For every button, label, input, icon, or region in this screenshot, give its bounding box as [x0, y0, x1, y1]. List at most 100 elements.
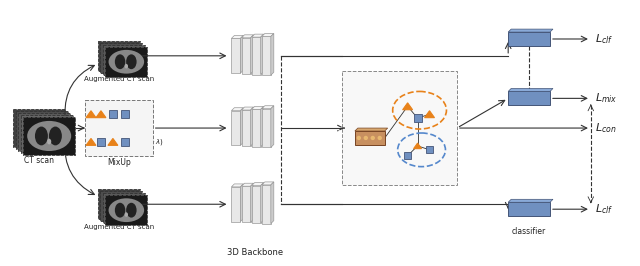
Circle shape [378, 136, 381, 139]
FancyBboxPatch shape [355, 131, 385, 145]
FancyBboxPatch shape [426, 146, 433, 153]
Polygon shape [241, 35, 253, 38]
FancyBboxPatch shape [106, 47, 147, 77]
FancyBboxPatch shape [21, 115, 72, 153]
FancyBboxPatch shape [103, 193, 145, 223]
Text: $\ast(1-\lambda)$: $\ast(1-\lambda)$ [134, 137, 164, 147]
FancyBboxPatch shape [241, 186, 250, 222]
FancyBboxPatch shape [252, 186, 260, 223]
FancyBboxPatch shape [85, 100, 153, 156]
FancyBboxPatch shape [106, 195, 147, 225]
FancyBboxPatch shape [252, 109, 260, 147]
Polygon shape [250, 107, 253, 146]
Polygon shape [241, 108, 243, 146]
FancyBboxPatch shape [98, 41, 140, 71]
FancyBboxPatch shape [106, 195, 147, 225]
Text: Augmented CT scan: Augmented CT scan [84, 76, 154, 82]
Polygon shape [96, 111, 106, 118]
FancyBboxPatch shape [262, 36, 271, 75]
Polygon shape [86, 138, 96, 146]
Polygon shape [108, 138, 118, 146]
Polygon shape [232, 108, 243, 111]
Text: $\ast\lambda$: $\ast\lambda$ [134, 109, 147, 120]
Ellipse shape [109, 198, 144, 222]
Polygon shape [260, 106, 264, 147]
FancyBboxPatch shape [23, 117, 75, 155]
FancyBboxPatch shape [100, 191, 142, 221]
Polygon shape [241, 107, 253, 110]
FancyBboxPatch shape [404, 152, 411, 159]
Text: $L_{clf}$: $L_{clf}$ [595, 202, 613, 216]
Ellipse shape [125, 213, 128, 217]
FancyBboxPatch shape [19, 113, 70, 151]
FancyBboxPatch shape [342, 71, 457, 185]
Text: $L_{con}$: $L_{con}$ [595, 121, 616, 135]
Ellipse shape [115, 203, 125, 218]
Polygon shape [252, 34, 264, 37]
FancyBboxPatch shape [121, 138, 129, 146]
Ellipse shape [49, 127, 62, 146]
FancyBboxPatch shape [413, 114, 422, 122]
FancyBboxPatch shape [252, 37, 260, 74]
Ellipse shape [35, 127, 48, 146]
Polygon shape [355, 128, 388, 131]
Polygon shape [508, 29, 553, 32]
Circle shape [371, 136, 374, 139]
Text: projector: projector [354, 148, 385, 154]
Polygon shape [86, 111, 96, 118]
Text: MixUp: MixUp [107, 158, 131, 167]
Text: CRL: CRL [346, 174, 360, 183]
Ellipse shape [115, 54, 125, 69]
Text: CT scan: CT scan [24, 156, 54, 165]
Text: $L_{clf}$: $L_{clf}$ [595, 32, 613, 46]
Polygon shape [232, 184, 243, 187]
Ellipse shape [126, 203, 136, 218]
Polygon shape [413, 143, 422, 149]
Text: classifier: classifier [512, 227, 546, 236]
Polygon shape [241, 184, 243, 222]
FancyBboxPatch shape [232, 111, 241, 146]
Circle shape [357, 136, 360, 139]
FancyBboxPatch shape [508, 32, 550, 46]
Polygon shape [508, 89, 553, 92]
FancyBboxPatch shape [98, 189, 140, 219]
Polygon shape [232, 35, 243, 39]
Ellipse shape [126, 54, 136, 69]
Text: 3D Backbone: 3D Backbone [227, 248, 284, 257]
Polygon shape [271, 182, 274, 224]
FancyBboxPatch shape [508, 92, 550, 105]
FancyBboxPatch shape [23, 117, 75, 155]
Polygon shape [262, 106, 274, 109]
Polygon shape [262, 182, 274, 185]
Ellipse shape [27, 121, 71, 151]
Ellipse shape [47, 139, 51, 144]
FancyBboxPatch shape [16, 111, 68, 149]
Ellipse shape [109, 50, 144, 74]
FancyBboxPatch shape [109, 110, 117, 118]
FancyBboxPatch shape [232, 39, 241, 73]
Polygon shape [252, 182, 264, 186]
Polygon shape [424, 111, 435, 118]
Polygon shape [403, 103, 413, 110]
Polygon shape [262, 34, 274, 36]
Polygon shape [241, 183, 253, 186]
FancyBboxPatch shape [100, 43, 142, 73]
Polygon shape [271, 34, 274, 75]
Polygon shape [260, 34, 264, 74]
FancyBboxPatch shape [508, 202, 550, 216]
FancyBboxPatch shape [241, 38, 250, 74]
Text: $\oplus$: $\oplus$ [93, 122, 104, 135]
FancyBboxPatch shape [121, 110, 129, 118]
Ellipse shape [125, 64, 128, 68]
Polygon shape [508, 199, 553, 202]
Text: attract: attract [403, 92, 426, 97]
FancyBboxPatch shape [103, 45, 145, 75]
Polygon shape [252, 106, 264, 109]
FancyBboxPatch shape [241, 110, 250, 146]
Polygon shape [241, 35, 243, 73]
Circle shape [364, 136, 367, 139]
FancyBboxPatch shape [97, 138, 105, 146]
Polygon shape [250, 183, 253, 222]
Text: $L_{mix}$: $L_{mix}$ [595, 92, 618, 105]
Text: Augmented CT scan: Augmented CT scan [84, 224, 154, 230]
